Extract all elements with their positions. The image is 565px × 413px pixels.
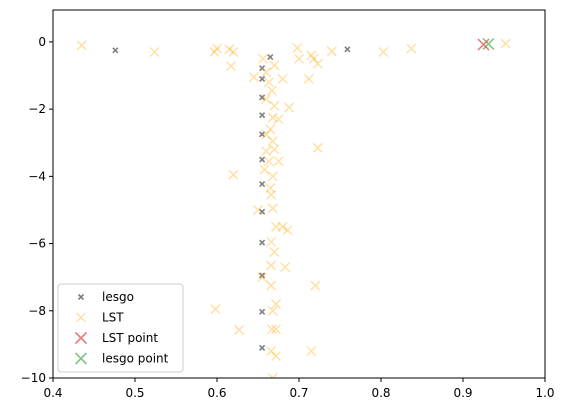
x-tick-label: 0.9 — [453, 386, 472, 400]
legend-label: LST — [102, 311, 124, 325]
y-tick-label: −10 — [21, 371, 46, 385]
legend-label: LST point — [102, 331, 158, 345]
x-tick-label: 1.0 — [535, 386, 554, 400]
x-tick-label: 0.7 — [289, 386, 308, 400]
y-tick-label: −2 — [28, 102, 46, 116]
legend-label: lesgo — [102, 290, 134, 304]
x-tick-label: 0.6 — [207, 386, 226, 400]
legend-label: lesgo point — [102, 352, 169, 366]
x-tick-label: 0.4 — [43, 386, 62, 400]
y-tick-label: −4 — [28, 169, 46, 183]
y-tick-label: −6 — [28, 237, 46, 251]
x-tick-label: 0.8 — [371, 386, 390, 400]
y-tick-label: −8 — [28, 304, 46, 318]
legend: lesgo LST LST point lesgo point — [58, 284, 183, 372]
y-tick-label: 0 — [38, 35, 46, 49]
x-tick-label: 0.5 — [125, 386, 144, 400]
